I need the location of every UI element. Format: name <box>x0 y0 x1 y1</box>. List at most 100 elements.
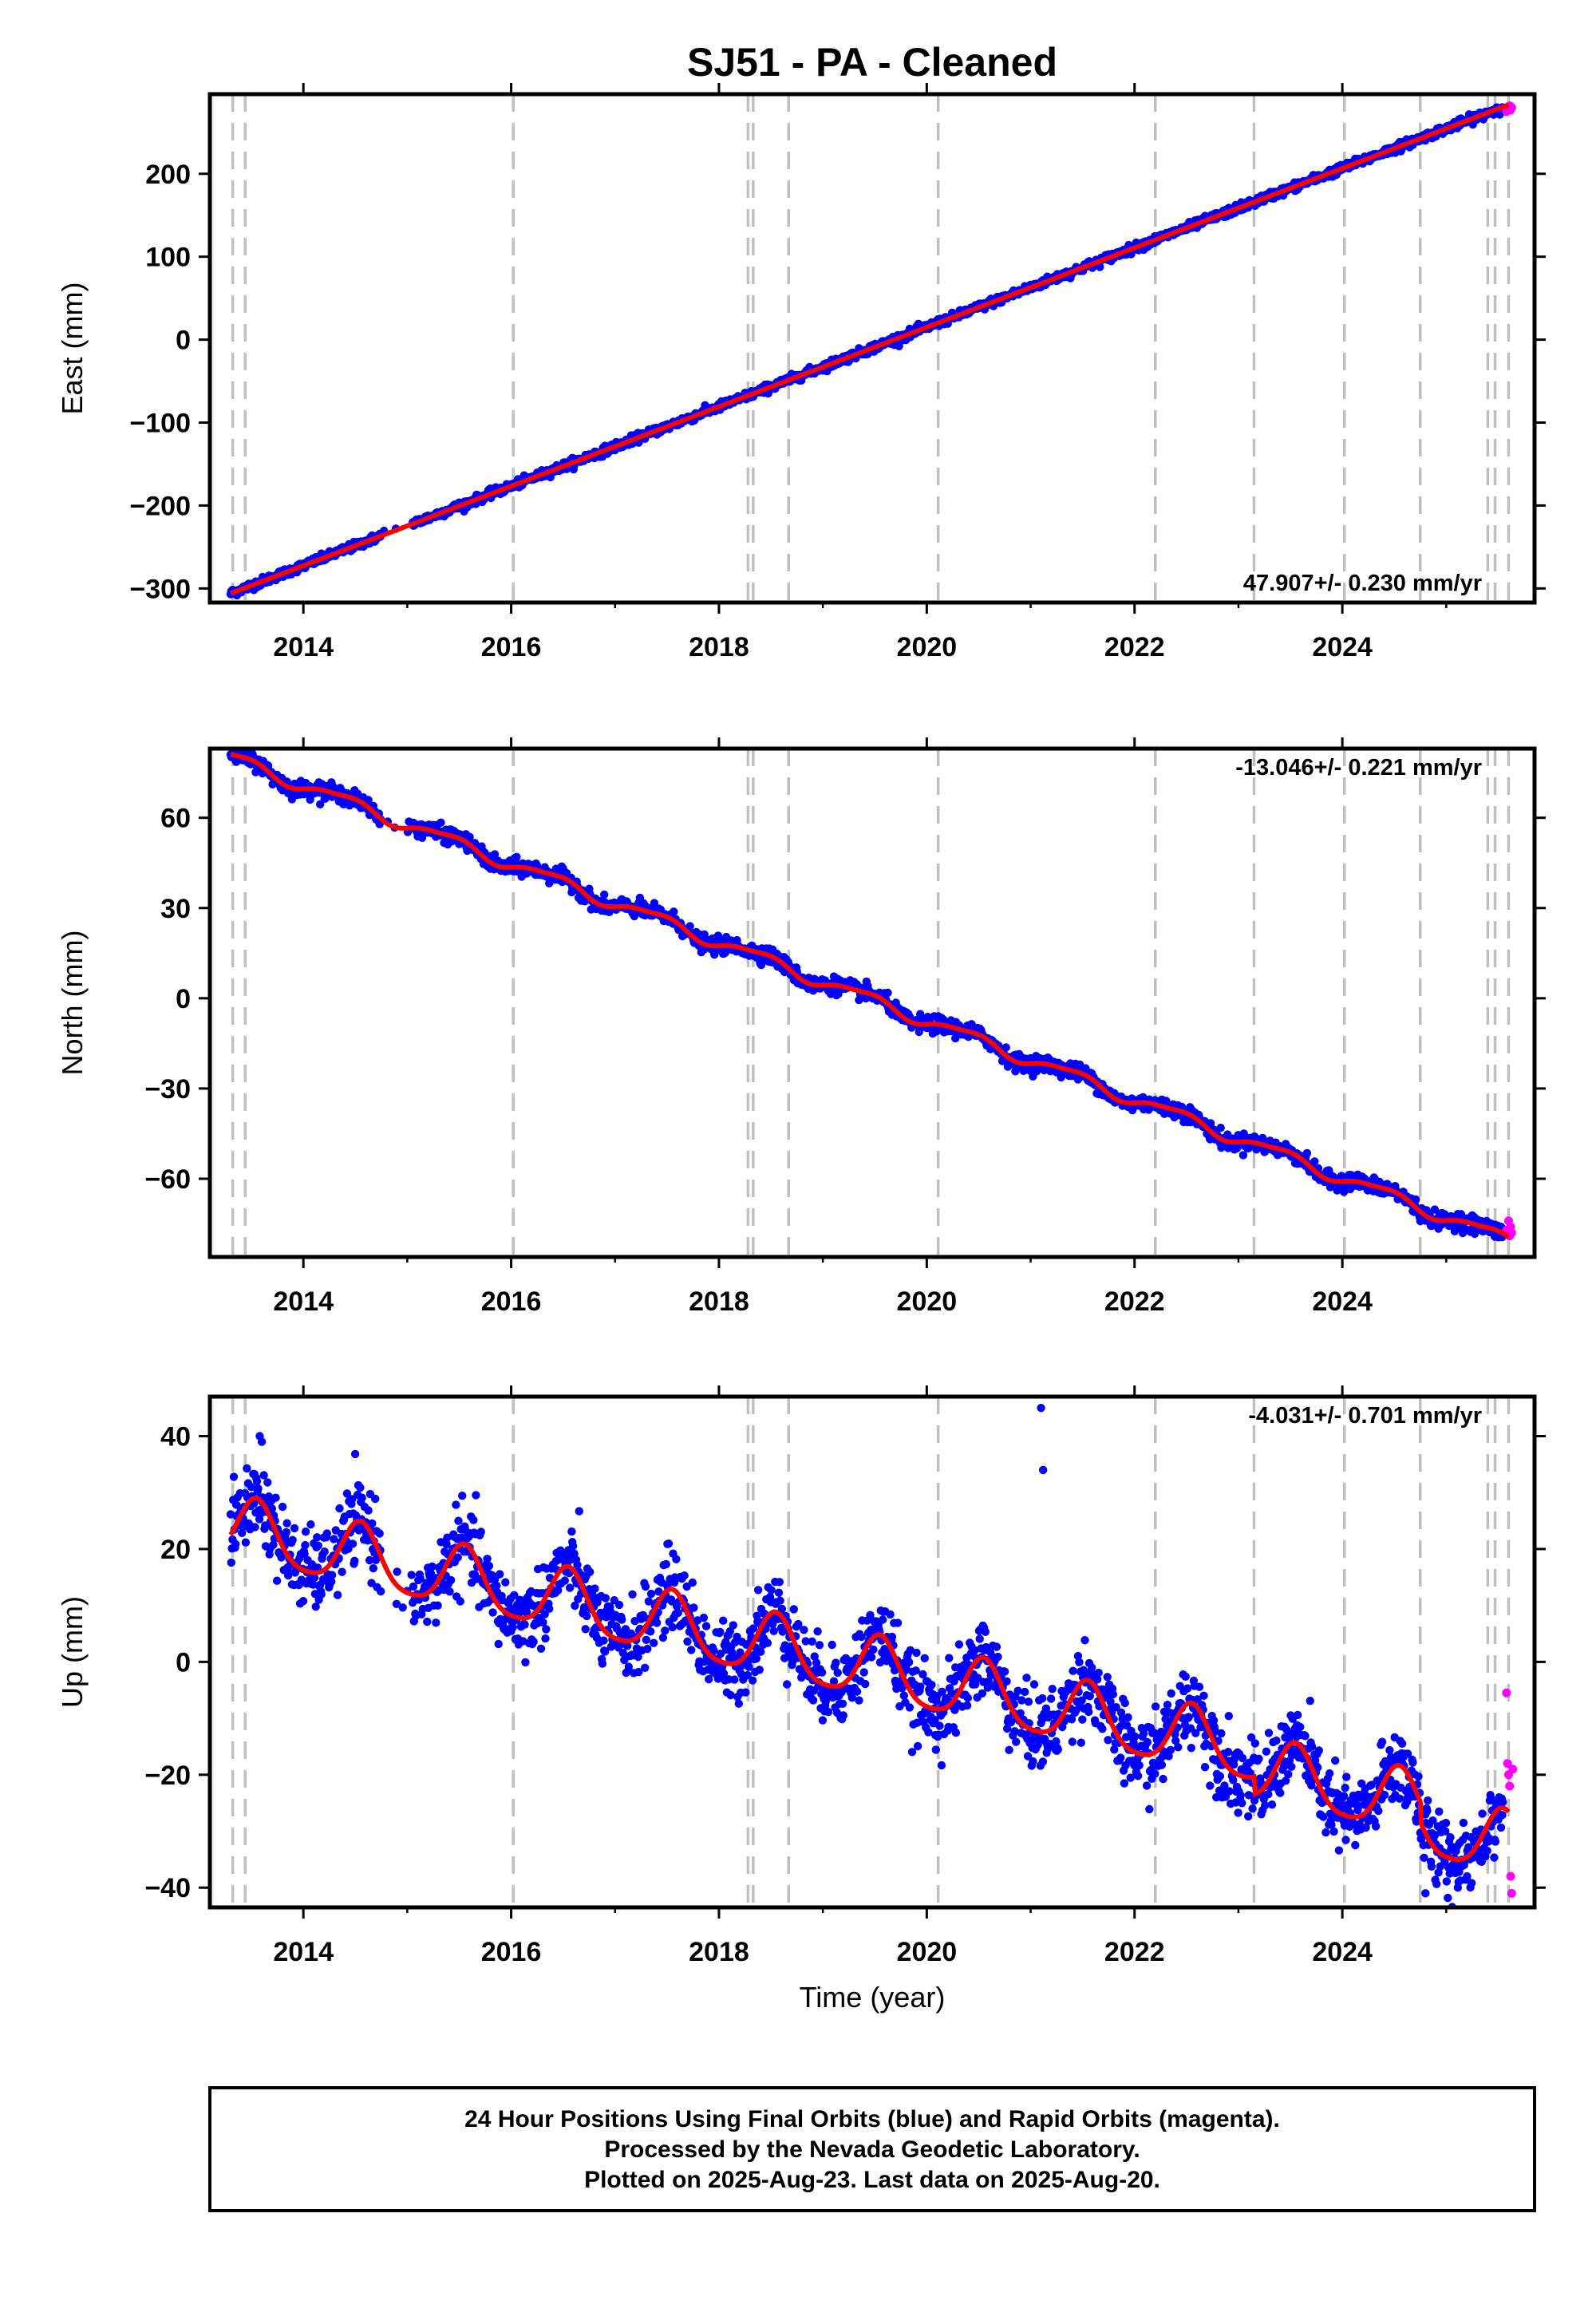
final-orbit-point <box>559 1552 569 1562</box>
final-orbit-point <box>465 832 474 841</box>
final-orbit-point <box>583 1611 591 1621</box>
final-orbit-point <box>650 1638 658 1647</box>
final-orbit-point <box>247 1483 256 1492</box>
final-orbit-point <box>776 1596 784 1605</box>
x-tick-label: 2020 <box>897 632 958 662</box>
plot-frame <box>207 92 1537 605</box>
final-orbit-point <box>267 1504 276 1513</box>
final-orbit-point <box>364 796 373 804</box>
final-orbit-point <box>442 1539 451 1549</box>
final-orbit-point <box>330 1535 338 1543</box>
final-orbit-point <box>599 1636 608 1645</box>
final-orbit-point <box>646 1589 656 1599</box>
final-orbit-point <box>743 1670 752 1680</box>
final-orbit-point <box>1011 1067 1020 1076</box>
final-orbit-point <box>456 1597 464 1606</box>
final-orbit-point <box>674 1608 682 1618</box>
final-orbit-point <box>364 1506 373 1515</box>
final-orbit-point <box>238 1528 247 1538</box>
final-orbit-point <box>680 1571 689 1580</box>
final-orbit-point <box>494 1639 503 1649</box>
final-orbit-point <box>358 1493 366 1502</box>
final-orbit-point <box>483 1555 492 1563</box>
final-orbit-point <box>452 1500 460 1509</box>
final-orbit-point <box>1310 1157 1319 1166</box>
final-orbit-point <box>780 1641 789 1650</box>
y-tick-label: 200 <box>145 160 191 190</box>
final-orbit-point <box>313 1533 322 1542</box>
final-orbit-point <box>600 890 609 899</box>
final-orbit-point <box>484 1561 494 1571</box>
figure-title: SJ51 - PA - Cleaned <box>687 40 1057 85</box>
final-orbit-point <box>310 1573 319 1583</box>
final-orbit-point <box>565 1583 575 1592</box>
final-orbit-point <box>314 1541 322 1551</box>
x-tick-label: 2016 <box>481 632 542 662</box>
final-orbit-point <box>713 1674 723 1683</box>
final-orbit-point <box>392 1599 401 1609</box>
final-orbit-point <box>763 1638 772 1647</box>
final-orbit-point <box>433 1601 442 1610</box>
final-orbit-point <box>278 1502 287 1512</box>
final-orbit-point <box>668 1622 677 1632</box>
final-orbit-point <box>571 1601 579 1611</box>
x-tick-label: 2022 <box>1104 1286 1165 1317</box>
final-orbit-point <box>757 1647 765 1656</box>
final-orbit-point <box>683 1637 692 1646</box>
final-orbit-point <box>641 1582 650 1591</box>
final-orbit-point <box>726 1690 735 1700</box>
final-orbit-point <box>369 1563 377 1573</box>
final-orbit-point <box>699 1613 709 1622</box>
final-orbit-point <box>618 1615 626 1624</box>
final-orbit-point <box>227 1558 235 1567</box>
final-orbit-point <box>568 1542 578 1551</box>
final-orbit-point <box>327 1571 337 1579</box>
final-orbit-point <box>269 1540 278 1550</box>
final-orbit-point <box>437 818 445 827</box>
final-orbit-point <box>560 1576 569 1585</box>
final-orbit-point <box>488 1608 497 1617</box>
final-orbit-point <box>284 1568 294 1577</box>
final-orbit-point <box>652 1618 662 1627</box>
final-orbit-point <box>519 1637 527 1646</box>
x-tick-label: 2018 <box>689 1286 749 1317</box>
final-orbit-point <box>654 1587 663 1596</box>
final-orbit-point <box>748 1676 757 1685</box>
final-orbit-point <box>575 1507 583 1516</box>
final-orbit-point <box>251 1523 259 1531</box>
y-tick-label: 100 <box>145 243 191 273</box>
final-orbit-point <box>335 1504 344 1513</box>
final-orbit-point <box>317 1590 326 1599</box>
east-rate-label: 47.907+/- 0.230 mm/yr <box>1243 571 1482 596</box>
final-orbit-point <box>417 833 427 843</box>
final-orbit-point <box>454 1516 463 1525</box>
final-orbit-point <box>271 1493 280 1502</box>
final-orbit-point <box>254 1484 263 1493</box>
final-orbit-point <box>472 1491 480 1500</box>
final-orbit-point <box>243 1464 251 1473</box>
final-orbit-point <box>309 1580 318 1589</box>
final-orbit-point <box>277 1553 286 1562</box>
final-orbit-point <box>753 1586 763 1595</box>
final-orbit-point <box>301 1528 310 1536</box>
final-orbit-point <box>469 1516 478 1524</box>
final-orbit-point <box>783 1680 792 1689</box>
final-orbit-point <box>719 1669 729 1678</box>
final-orbit-point <box>453 1553 462 1562</box>
y-tick-label: 60 <box>160 804 191 834</box>
x-tick-label: 2022 <box>1104 632 1165 662</box>
y-tick-label: 0 <box>176 984 191 1014</box>
final-orbit-point <box>350 1556 359 1566</box>
y-tick-label: −60 <box>144 1164 191 1195</box>
final-orbit-point <box>1206 1119 1215 1128</box>
final-orbit-point <box>545 1604 554 1614</box>
final-orbit-point <box>573 1560 582 1570</box>
final-orbit-point <box>883 988 892 998</box>
plot-frame <box>207 746 1537 1259</box>
final-orbit-point <box>741 1688 750 1697</box>
final-orbit-point <box>407 1571 416 1579</box>
final-orbit-point <box>322 1529 331 1538</box>
x-tick-label: 2018 <box>689 632 749 662</box>
final-orbit-point <box>734 1699 743 1708</box>
final-orbit-point <box>282 1528 290 1537</box>
